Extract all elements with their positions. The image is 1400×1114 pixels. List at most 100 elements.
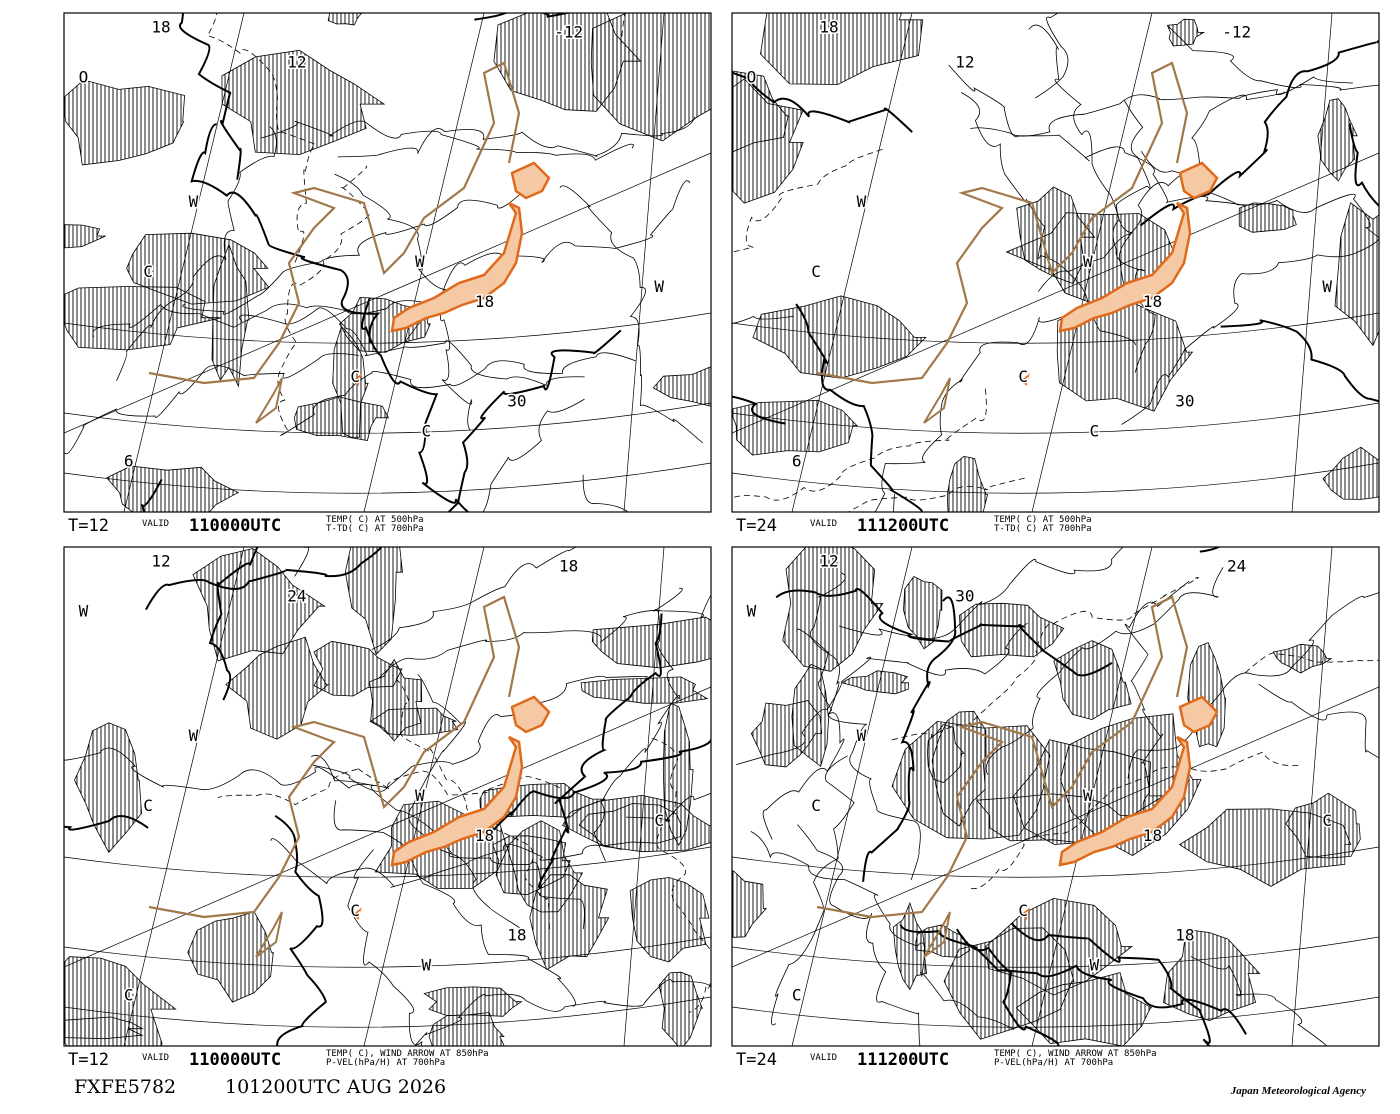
map-label: 18 [559, 556, 578, 575]
map-label: -12 [554, 22, 583, 41]
hatched-area [1317, 98, 1358, 182]
contour [1139, 39, 1379, 227]
map-frame [731, 12, 1380, 513]
contour [179, 13, 242, 180]
contour [333, 800, 576, 1007]
contour [771, 755, 855, 1026]
field-description: P-VEL(hPa/H) AT 700hPa [326, 1058, 445, 1068]
hatched-area [74, 722, 143, 853]
map-label: 12 [819, 551, 838, 570]
hatched-area [760, 13, 924, 85]
field-description: T-TD( C) AT 700hPa [326, 524, 424, 534]
hatched-area [732, 870, 768, 938]
map-label: W [415, 252, 425, 271]
contour [970, 76, 1353, 137]
map-label: 30 [507, 392, 526, 411]
map-label: 18 [475, 826, 494, 845]
hatched-area [629, 877, 710, 963]
map-label: 12 [151, 551, 170, 570]
contour [948, 64, 1246, 207]
hatched-area [344, 547, 403, 656]
hatched-area [1056, 294, 1194, 412]
contour [732, 395, 786, 425]
contour [367, 979, 711, 1046]
latitude-line [64, 936, 711, 968]
map-label: W [189, 192, 199, 211]
contour [311, 754, 585, 930]
hatched-area [332, 325, 369, 438]
coastline [148, 595, 521, 919]
coastline [148, 61, 521, 385]
contour [1258, 683, 1379, 759]
hatched-area [985, 897, 1134, 996]
forecast-hour: T=12 [68, 516, 109, 536]
hatched-area [658, 971, 703, 1046]
map-label: W [189, 726, 199, 745]
japan [1058, 695, 1219, 867]
map-label: 6 [792, 452, 802, 471]
contour [261, 120, 634, 161]
contour [538, 613, 663, 889]
map-panel: 12 30 24 W C W C 18 C W C 18 W T=24 VALID 111200UTC TEMP… [731, 546, 1380, 1070]
map-panel: 18 12 -12 W C W C 30 6 C W 18 O T=12 VALID 110000UTC TEM… [63, 12, 712, 536]
contour [474, 13, 571, 21]
issue-time: 101200UTC AUG 2026 [225, 1076, 446, 1098]
map-frame [63, 546, 712, 1047]
longitude-line [1031, 547, 1153, 1046]
valid-time: 111200UTC [857, 1050, 949, 1070]
forecast-hour: T=24 [736, 1050, 777, 1070]
map-panel: 18 12 -12 W C W C 30 6 C W 18 O T=24 VALID 111200UTC TEM… [731, 12, 1380, 536]
valid-word: VALID [810, 1053, 837, 1063]
hatched-area [782, 547, 884, 672]
map-label: W [1322, 277, 1332, 296]
hatched-area [106, 465, 239, 512]
contour [145, 547, 383, 611]
map-label: W [1083, 252, 1093, 271]
longitude-line [623, 547, 665, 1046]
map-label: W [857, 192, 867, 211]
hatched-area [946, 455, 989, 512]
map-label: O [79, 67, 89, 86]
contour [762, 572, 846, 840]
agency: Japan Meteorological Agency [1230, 1085, 1366, 1097]
contour [116, 126, 277, 381]
map-label: 18 [1143, 292, 1162, 311]
hatched-area [64, 79, 186, 166]
hatched-area [561, 794, 711, 853]
contour [64, 747, 390, 791]
contour [274, 814, 328, 1046]
hatched-area [327, 13, 363, 26]
longitude-line [363, 547, 485, 1046]
map-label: O [747, 67, 757, 86]
map-label: 24 [1227, 556, 1246, 575]
map-label: 18 [1175, 926, 1194, 945]
contour [1168, 26, 1379, 91]
field-description: T-TD( C) AT 700hPa [994, 524, 1092, 534]
map-area: 12 24 18 W C W C 18 C W C 18 W [64, 547, 711, 1046]
valid-time: 110000UTC [189, 516, 281, 536]
longitude-line [1291, 13, 1333, 512]
map-label: C [1018, 367, 1028, 386]
valid-time: 110000UTC [189, 1050, 281, 1070]
map-label: 18 [475, 292, 494, 311]
contour [797, 824, 921, 1046]
map-label: C [124, 986, 134, 1005]
island-coast [255, 911, 283, 958]
latitude-line [64, 402, 711, 434]
hatched-area [840, 670, 910, 695]
hatched-area [64, 224, 106, 249]
contour [795, 303, 923, 512]
contour [404, 180, 691, 343]
contour [182, 186, 529, 315]
map-label: C [350, 901, 360, 920]
map-label: W [1089, 956, 1099, 975]
map-label: -12 [1222, 22, 1251, 41]
contour [985, 567, 1224, 775]
contour [1121, 581, 1190, 845]
longitude-line [732, 686, 1379, 968]
map-label: C [143, 796, 153, 815]
hatched-area [1272, 643, 1333, 674]
latitude-line [732, 462, 1379, 494]
contour [1028, 24, 1146, 301]
